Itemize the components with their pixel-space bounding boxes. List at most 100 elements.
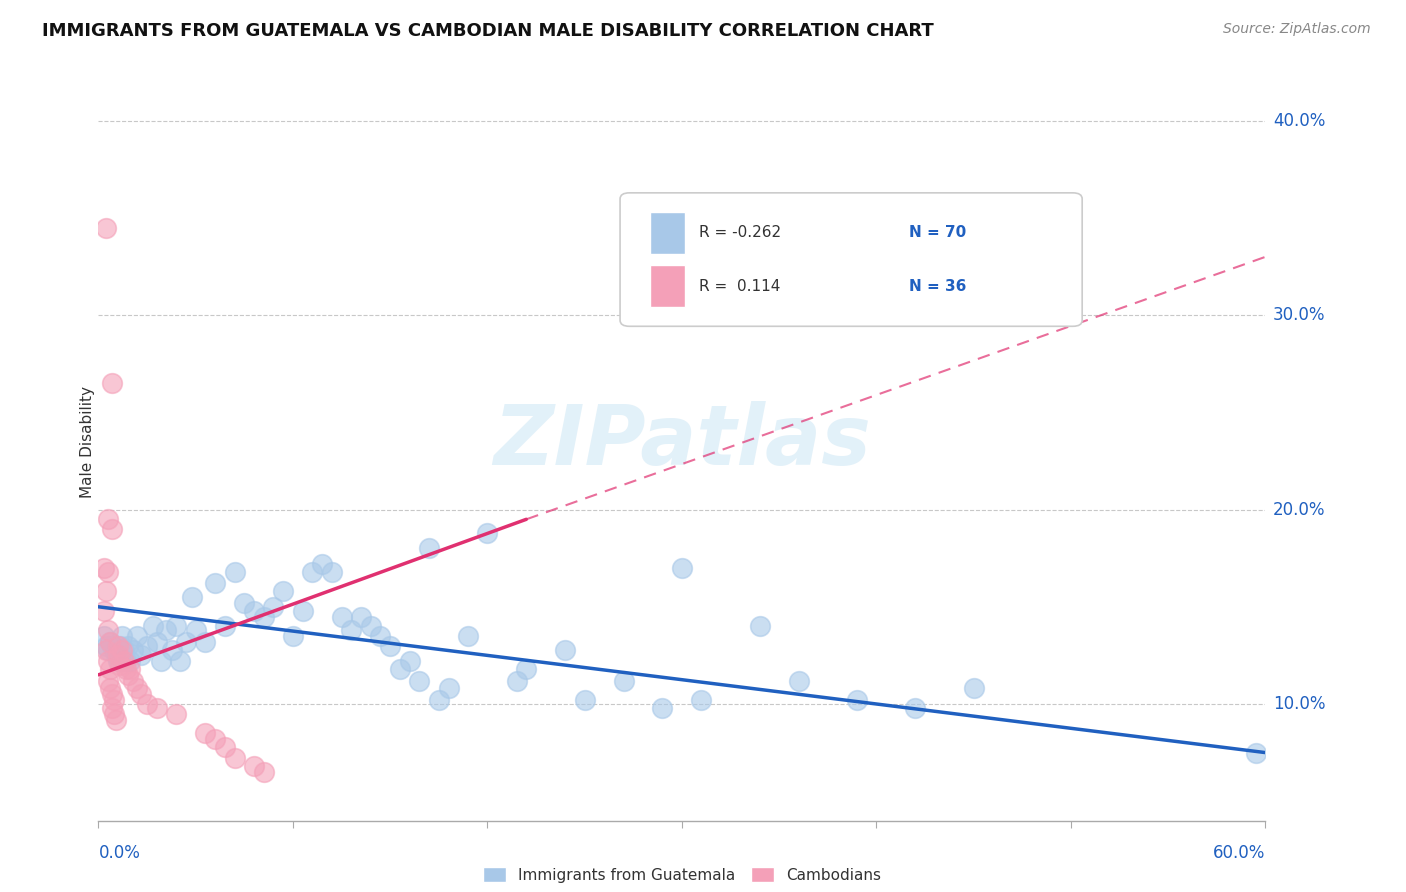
Point [118,654,141,668]
Point [224,751,246,765]
Point [136,639,159,653]
Y-axis label: Male Disability: Male Disability [80,385,94,498]
Text: 20.0%: 20.0% [1274,500,1326,518]
Point [748,619,770,633]
Point [122,673,145,688]
Point [96,639,118,653]
Point [169,654,191,668]
Point [127,629,149,643]
Point [101,376,124,391]
Point [505,673,527,688]
Point [98,634,121,648]
Text: ZIPatlas: ZIPatlas [494,401,870,482]
Text: 40.0%: 40.0% [1274,112,1326,129]
Point [271,584,294,599]
Point [97,642,120,657]
Point [613,673,636,688]
Point [93,629,115,643]
Point [103,693,125,707]
Point [146,634,169,648]
Point [107,648,129,663]
Point [262,599,284,614]
Point [330,609,353,624]
Point [108,658,131,673]
Text: Source: ZipAtlas.com: Source: ZipAtlas.com [1223,22,1371,37]
Point [98,662,121,676]
Point [93,604,115,618]
Point [111,629,134,643]
Point [103,706,125,721]
Point [98,634,121,648]
Point [101,639,124,653]
Point [671,561,693,575]
Text: R =  0.114: R = 0.114 [699,279,780,293]
Point [651,701,673,715]
Point [370,629,392,643]
Point [398,654,420,668]
Point [129,687,152,701]
Point [107,654,129,668]
Text: 30.0%: 30.0% [1274,306,1326,324]
Point [101,687,124,701]
Point [108,639,131,653]
Point [117,668,139,682]
Point [311,557,333,571]
Point [142,619,165,633]
Point [149,654,172,668]
Point [103,642,125,657]
Point [194,726,217,740]
Text: N = 36: N = 36 [910,279,967,293]
Point [107,639,129,653]
Bar [651,266,685,307]
Point [114,662,136,676]
Point [97,623,120,637]
Point [136,697,159,711]
Point [122,642,145,657]
Point [114,654,136,668]
Point [155,623,177,637]
Point [112,642,135,657]
Point [787,673,810,688]
Point [418,541,440,556]
Text: R = -0.262: R = -0.262 [699,226,782,240]
Point [350,609,373,624]
Point [180,590,202,604]
Point [243,759,266,773]
Point [253,765,276,780]
Point [437,681,460,696]
Point [846,693,869,707]
Text: 0.0%: 0.0% [98,844,141,862]
Point [214,739,236,754]
FancyBboxPatch shape [620,193,1083,326]
Point [690,693,713,707]
Point [1244,746,1267,760]
Point [214,619,236,633]
Point [253,609,276,624]
Point [118,662,141,676]
Point [129,648,152,663]
Point [165,619,187,633]
Point [111,642,134,657]
Point [97,512,120,526]
Point [104,713,127,727]
Point [477,525,499,540]
Point [204,731,226,746]
Point [165,706,187,721]
Point [281,629,304,643]
Point [457,629,479,643]
Point [962,681,984,696]
Point [97,565,120,579]
Point [380,639,402,653]
Point [224,565,246,579]
Point [408,673,430,688]
Point [117,639,139,653]
Point [243,604,266,618]
Legend: Immigrants from Guatemala, Cambodians: Immigrants from Guatemala, Cambodians [477,861,887,888]
Point [340,623,363,637]
Point [97,654,120,668]
Point [162,642,184,657]
Text: N = 70: N = 70 [910,226,967,240]
Point [301,565,323,579]
Point [93,561,115,575]
Point [98,681,121,696]
